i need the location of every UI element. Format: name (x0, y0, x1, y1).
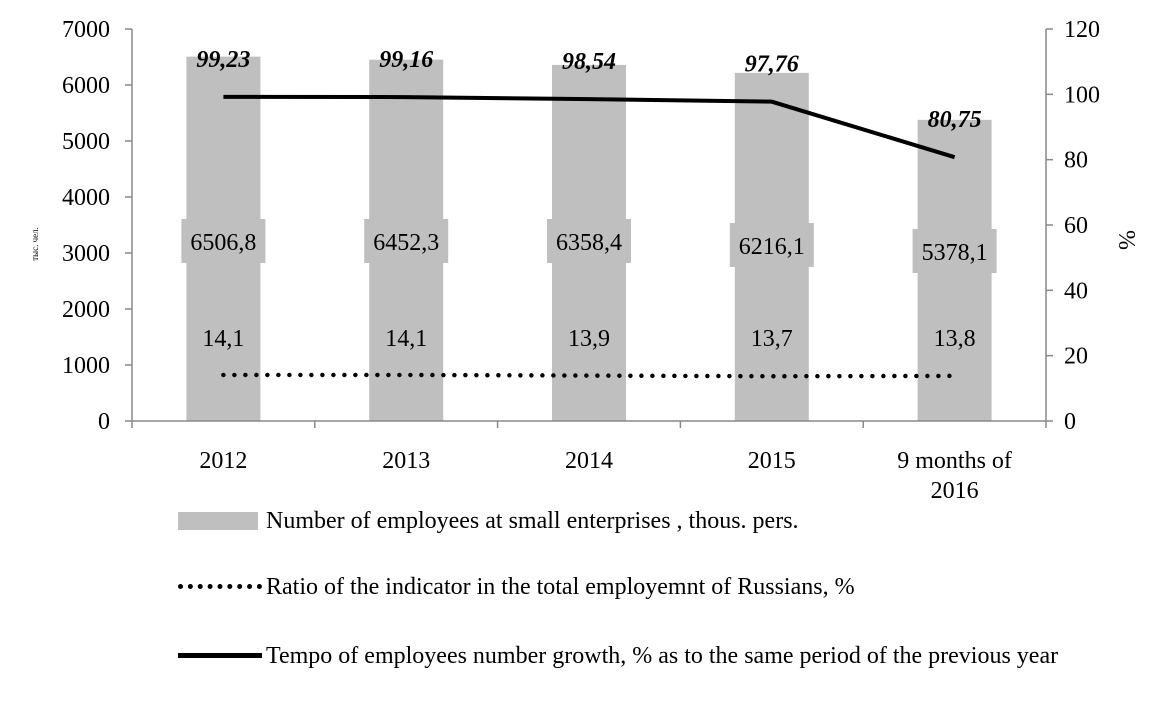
left-tick-label: 6000 (62, 73, 110, 99)
bar-value-label: 6452,3 (373, 230, 439, 256)
x-tick-label-line: 2016 (931, 478, 979, 504)
left-tick-label: 5000 (62, 129, 110, 155)
legend-swatch-bar (178, 512, 258, 530)
x-tick-label: 2015 (748, 448, 796, 474)
bar-value-label-box (912, 229, 997, 273)
x-tick-label: 2013 (382, 448, 430, 474)
ratio-value-label: 13,7 (751, 326, 793, 352)
bar-value-label: 6358,4 (556, 230, 622, 256)
right-tick-label: 120 (1064, 17, 1100, 43)
right-tick-label: 20 (1064, 344, 1088, 370)
right-tick-label: 0 (1064, 409, 1076, 435)
right-tick-label: 40 (1064, 278, 1088, 304)
legend-swatch-solid-line (178, 653, 262, 658)
data-labels-group: 6506,8 6452,3 6358,4 6216,1 5378,1 14,1 14,1 13… (181, 47, 997, 352)
axes-group: 0 1000 2000 3000 4000 5000 6000 7000 0 20 40 60 80 10… (30, 17, 1139, 504)
left-tick-label: 2000 (62, 297, 110, 323)
ratio-value-label: 13,8 (934, 326, 976, 352)
growth-value-label: 98,54 (562, 49, 616, 75)
x-tick-label-line: 2015 (748, 448, 796, 474)
growth-value-label: 99,23 (196, 47, 250, 73)
x-tick-label: 2014 (565, 448, 613, 474)
x-tick-label-line: 9 months of (897, 448, 1012, 474)
bar-value-label: 6216,1 (739, 234, 805, 260)
left-tick-label: 0 (98, 409, 110, 435)
growth-solid-line (223, 94, 956, 160)
ratio-value-label: 14,1 (202, 326, 244, 352)
right-tick-label: 80 (1064, 148, 1088, 174)
bar-value-label-box (729, 223, 814, 267)
right-tick-label: 100 (1064, 82, 1100, 108)
left-tick-label: 1000 (62, 353, 110, 379)
legend-swatch-dotted-line (178, 584, 262, 589)
left-tick-label: 7000 (62, 17, 110, 43)
growth-value-label: 99,16 (379, 47, 433, 73)
legend-label-growth: Tempo of employees number growth, % as t… (266, 643, 1059, 669)
right-axis-title: % (1113, 230, 1139, 250)
ratio-dotted-line (221, 372, 957, 379)
lines-group (221, 94, 957, 379)
ratio-value-label: 13,9 (568, 326, 610, 352)
legend-label-employees: Number of employees at small enterprises… (266, 508, 799, 534)
left-tick-label: 3000 (62, 241, 110, 267)
x-tick-label-line: 2012 (199, 448, 247, 474)
bar-value-label: 5378,1 (922, 240, 988, 266)
ratio-value-label: 14,1 (385, 326, 427, 352)
left-axis-title: тыс. чел. (30, 227, 40, 261)
bar-value-label: 6506,8 (190, 230, 256, 256)
x-tick-label-line: 2013 (382, 448, 430, 474)
x-tick-label: 2012 (199, 448, 247, 474)
bar-value-label-box (547, 219, 631, 263)
x-tick-label-line: 2014 (565, 448, 613, 474)
x-tick-label: 9 months of 2016 (897, 448, 1012, 504)
left-tick-label: 4000 (62, 185, 110, 211)
legend-label-ratio: Ratio of the indicator in the total empl… (266, 574, 855, 600)
bar-value-label-box (181, 219, 266, 263)
growth-value-label: 80,75 (928, 107, 982, 133)
growth-value-label: 97,76 (745, 52, 799, 78)
bar-value-label-box (364, 219, 449, 263)
right-tick-label: 60 (1064, 213, 1088, 239)
